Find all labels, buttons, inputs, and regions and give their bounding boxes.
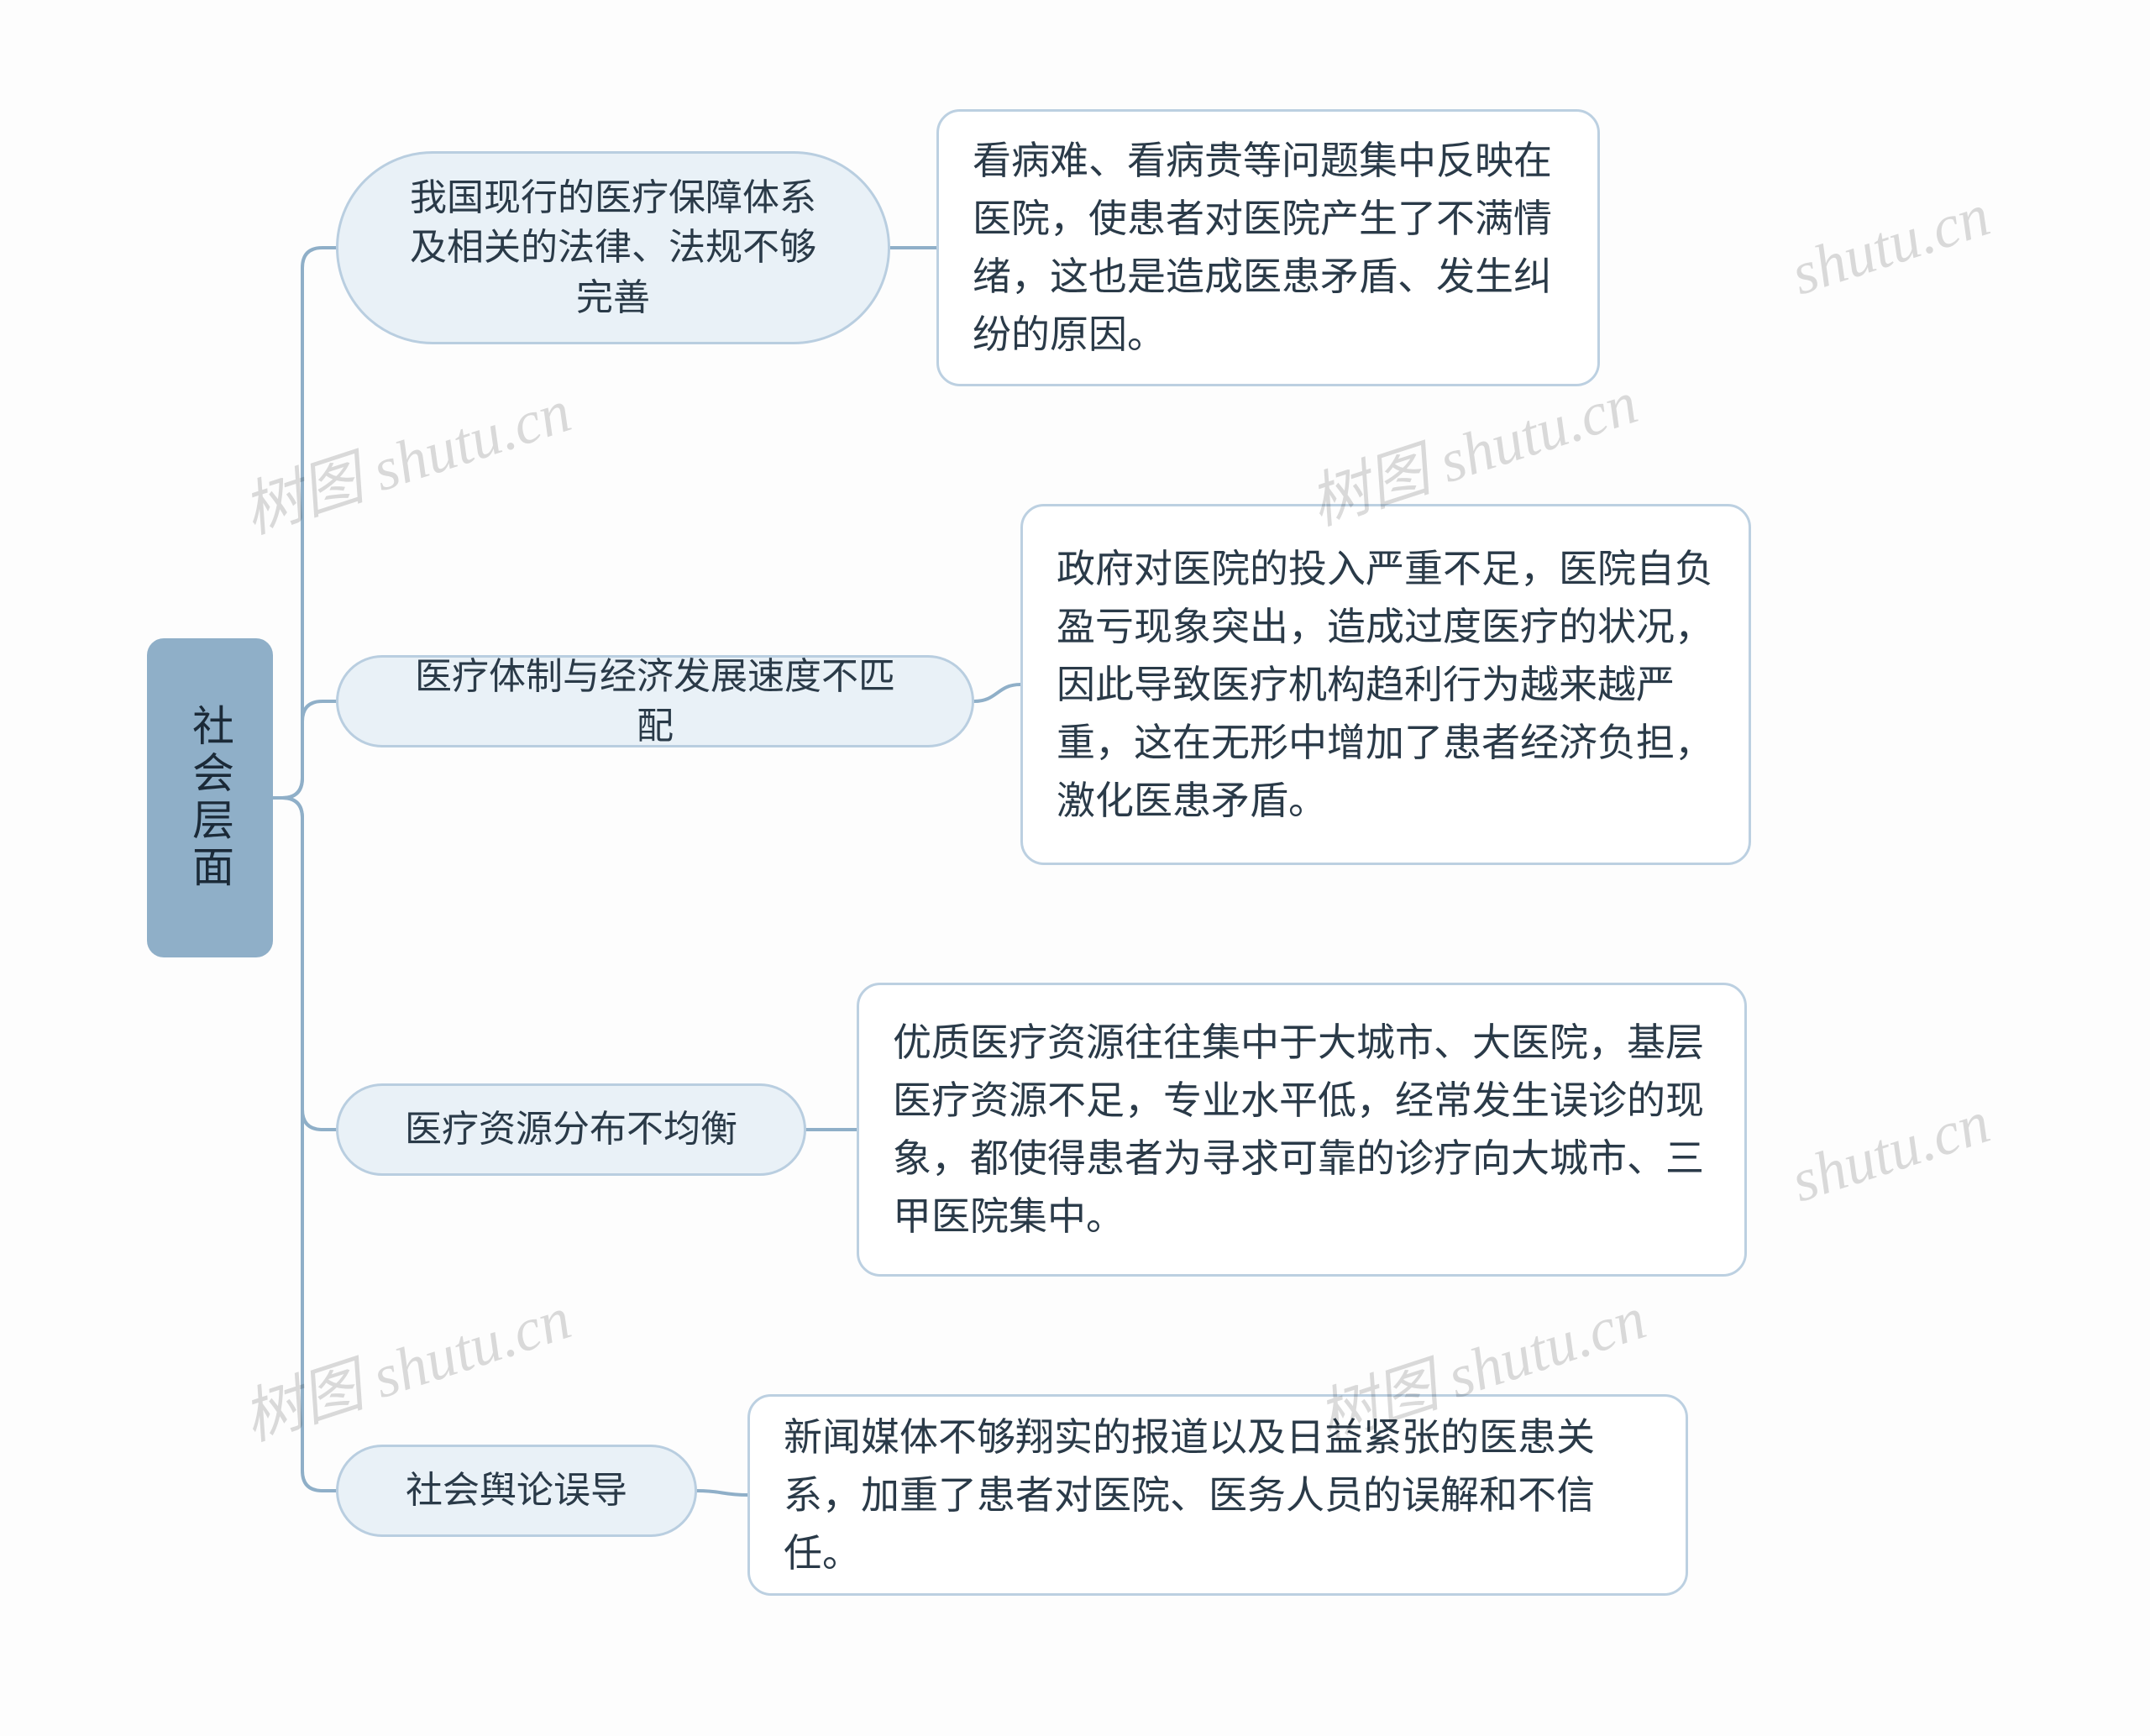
branch-label: 医疗资源分布不均衡 xyxy=(405,1104,737,1154)
branch-leaf-1: 看病难、看病贵等问题集中反映在医院，使患者对医院产生了不满情绪，这也是造成医患矛… xyxy=(936,109,1600,386)
branch-leaf-4: 新闻媒体不够翔实的报道以及日益紧张的医患关系，加重了患者对医院、医务人员的误解和… xyxy=(747,1394,1688,1596)
branch-pill-3: 医疗资源分布不均衡 xyxy=(336,1083,806,1176)
watermark: shutu.cn xyxy=(1783,181,1998,310)
root-node: 社会层面 xyxy=(147,638,273,957)
leaf-text: 优质医疗资源往往集中于大城市、大医院，基层医疗资源不足，专业水平低，经常发生误诊… xyxy=(893,1014,1711,1246)
watermark: 树图 shutu.cn xyxy=(230,1268,580,1457)
leaf-text: 政府对医院的投入严重不足，医院自负盈亏现象突出，造成过度医疗的状况，因此导致医疗… xyxy=(1057,540,1715,830)
branch-label: 医疗体制与经济发展速度不匹配 xyxy=(397,652,913,752)
watermark: shutu.cn xyxy=(1783,1088,1998,1217)
branch-label: 我国现行的医疗保障体系及相关的法律、法规不够完善 xyxy=(397,173,829,323)
branch-pill-2: 医疗体制与经济发展速度不匹配 xyxy=(336,655,974,747)
branch-leaf-2: 政府对医院的投入严重不足，医院自负盈亏现象突出，造成过度医疗的状况，因此导致医疗… xyxy=(1020,504,1751,865)
mindmap-canvas: 社会层面 我国现行的医疗保障体系及相关的法律、法规不够完善看病难、看病贵等问题集… xyxy=(0,0,2150,1736)
watermark: 树图 shutu.cn xyxy=(230,361,580,550)
branch-pill-4: 社会舆论误导 xyxy=(336,1445,697,1537)
leaf-text: 看病难、看病贵等问题集中反映在医院，使患者对医院产生了不满情绪，这也是造成医患矛… xyxy=(973,132,1564,364)
branch-leaf-3: 优质医疗资源往往集中于大城市、大医院，基层医疗资源不足，专业水平低，经常发生误诊… xyxy=(857,983,1747,1277)
root-label: 社会层面 xyxy=(180,704,240,892)
leaf-text: 新闻媒体不够翔实的报道以及日益紧张的医患关系，加重了患者对医院、医务人员的误解和… xyxy=(784,1408,1652,1582)
branch-pill-1: 我国现行的医疗保障体系及相关的法律、法规不够完善 xyxy=(336,151,890,344)
branch-label: 社会舆论误导 xyxy=(406,1466,627,1515)
